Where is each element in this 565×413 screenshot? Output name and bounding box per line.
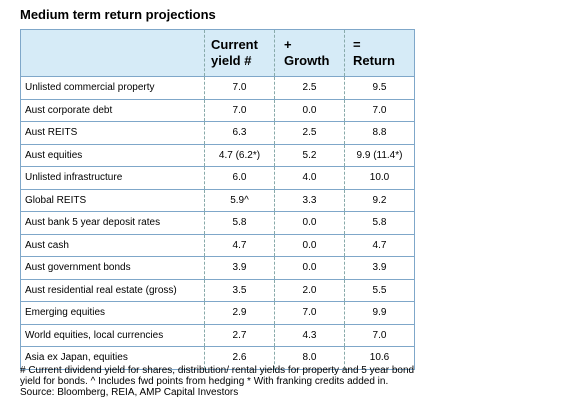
table-row: Aust equities 4.7 (6.2*) 5.2 9.9 (11.4*) [20, 144, 415, 167]
table-row: Unlisted infrastructure 6.0 4.0 10.0 [20, 166, 415, 190]
row-growth: 4.3 [274, 324, 345, 347]
table-row: World equities, local currencies 2.7 4.3 7.… [20, 324, 415, 347]
row-asset-name: Unlisted infrastructure [20, 166, 205, 190]
row-asset-name: Aust government bonds [20, 256, 205, 280]
row-asset-name: Asia ex Japan, equities [20, 346, 205, 370]
row-current-yield: 3.5 [204, 279, 275, 302]
header-current-yield-line2: yield # [211, 53, 252, 68]
header-growth-line1: + [284, 37, 292, 52]
row-current-yield: 6.0 [204, 166, 275, 190]
header-current-yield: Current yield # [204, 29, 275, 77]
row-current-yield: 2.6 [204, 346, 275, 370]
row-current-yield: 5.8 [204, 211, 275, 235]
row-asset-name: Aust bank 5 year deposit rates [20, 211, 205, 235]
row-asset-name: Aust corporate debt [20, 99, 205, 122]
table-row: Aust residential real estate (gross) 3.5 2… [20, 279, 415, 302]
header-growth-line2: Growth [284, 53, 330, 68]
row-current-yield: 5.9^ [204, 189, 275, 212]
row-asset-name: Aust REITS [20, 121, 205, 145]
row-return: 9.9 [344, 301, 415, 325]
row-growth: 0.0 [274, 234, 345, 257]
table-title: Medium term return projections [20, 7, 216, 22]
row-growth: 5.2 [274, 144, 345, 167]
row-current-yield: 4.7 [204, 234, 275, 257]
header-return-line1: = [353, 37, 361, 52]
row-return: 5.5 [344, 279, 415, 302]
row-current-yield: 2.9 [204, 301, 275, 325]
row-growth: 0.0 [274, 211, 345, 235]
row-growth: 4.0 [274, 166, 345, 190]
header-row: Current yield # + Growth = Return [20, 29, 415, 77]
row-return: 8.8 [344, 121, 415, 145]
row-return: 7.0 [344, 99, 415, 122]
row-current-yield: 7.0 [204, 76, 275, 100]
row-return: 7.0 [344, 324, 415, 347]
return-projections-table: Current yield # + Growth = Return Unlist… [20, 29, 415, 370]
row-return: 3.9 [344, 256, 415, 280]
row-asset-name: World equities, local currencies [20, 324, 205, 347]
row-asset-name: Unlisted commercial property [20, 76, 205, 100]
row-return: 5.8 [344, 211, 415, 235]
row-return: 4.7 [344, 234, 415, 257]
table-row: Global REITS 5.9^ 3.3 9.2 [20, 189, 415, 212]
table-row: Unlisted commercial property 7.0 2.5 9.5 [20, 76, 415, 100]
table-row: Aust REITS 6.3 2.5 8.8 [20, 121, 415, 145]
row-asset-name: Emerging equities [20, 301, 205, 325]
row-return: 10.0 [344, 166, 415, 190]
row-growth: 3.3 [274, 189, 345, 212]
row-growth: 0.0 [274, 256, 345, 280]
header-growth: + Growth [274, 29, 345, 77]
row-growth: 7.0 [274, 301, 345, 325]
row-current-yield: 3.9 [204, 256, 275, 280]
footnote: # Current dividend yield for shares, dis… [20, 365, 415, 398]
row-return: 9.5 [344, 76, 415, 100]
row-growth: 8.0 [274, 346, 345, 370]
row-growth: 2.5 [274, 76, 345, 100]
row-current-yield: 2.7 [204, 324, 275, 347]
table-row: Asia ex Japan, equities 2.6 8.0 10.6 [20, 346, 415, 370]
row-current-yield: 6.3 [204, 121, 275, 145]
row-current-yield: 4.7 (6.2*) [204, 144, 275, 167]
header-current-yield-line1: Current [211, 37, 258, 52]
table-row: Aust bank 5 year deposit rates 5.8 0.0 5.8 [20, 211, 415, 235]
table-row: Aust corporate debt 7.0 0.0 7.0 [20, 99, 415, 122]
header-asset [20, 29, 205, 77]
table-row: Aust government bonds 3.9 0.0 3.9 [20, 256, 415, 280]
row-growth: 2.0 [274, 279, 345, 302]
row-return: 10.6 [344, 346, 415, 370]
row-growth: 0.0 [274, 99, 345, 122]
header-return: = Return [344, 29, 415, 77]
row-current-yield: 7.0 [204, 99, 275, 122]
row-asset-name: Aust residential real estate (gross) [20, 279, 205, 302]
header-return-line2: Return [353, 53, 395, 68]
row-asset-name: Aust equities [20, 144, 205, 167]
table-row: Emerging equities 2.9 7.0 9.9 [20, 301, 415, 325]
row-return: 9.9 (11.4*) [344, 144, 415, 167]
row-growth: 2.5 [274, 121, 345, 145]
table-row: Aust cash 4.7 0.0 4.7 [20, 234, 415, 257]
row-asset-name: Aust cash [20, 234, 205, 257]
row-asset-name: Global REITS [20, 189, 205, 212]
row-return: 9.2 [344, 189, 415, 212]
